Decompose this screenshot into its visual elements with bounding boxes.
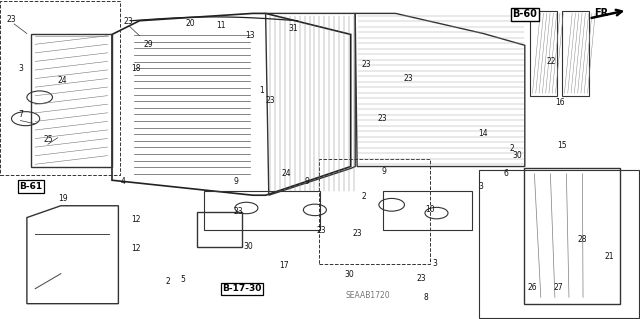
Text: 9: 9 <box>233 177 238 186</box>
Text: 27: 27 <box>553 283 563 292</box>
Text: 9: 9 <box>381 167 387 176</box>
Text: 9: 9 <box>305 177 310 186</box>
Text: 3: 3 <box>479 182 484 191</box>
Text: 2: 2 <box>509 144 515 153</box>
Text: 23: 23 <box>361 60 371 69</box>
Bar <box>0 1 120 175</box>
Text: 3: 3 <box>433 259 438 268</box>
Text: 4: 4 <box>120 177 125 186</box>
Text: 18: 18 <box>131 64 140 73</box>
Text: 25: 25 <box>43 135 53 144</box>
Text: 22: 22 <box>547 57 556 66</box>
Text: 6: 6 <box>503 169 508 178</box>
Text: B-61: B-61 <box>19 182 42 191</box>
Text: 29: 29 <box>143 40 154 48</box>
Text: 15: 15 <box>557 141 567 150</box>
Text: 19: 19 <box>58 194 68 203</box>
Text: 2: 2 <box>361 192 366 201</box>
Text: 17: 17 <box>278 261 289 270</box>
Text: 13: 13 <box>244 31 255 40</box>
Text: 7: 7 <box>18 110 23 119</box>
Text: 12: 12 <box>132 244 141 253</box>
Text: 23: 23 <box>265 96 275 105</box>
Text: 24: 24 <box>58 76 68 85</box>
Text: 23: 23 <box>378 114 388 123</box>
Text: 30: 30 <box>512 151 522 160</box>
Text: 24: 24 <box>282 169 292 178</box>
Text: 2: 2 <box>165 277 170 286</box>
Text: 23: 23 <box>416 274 426 283</box>
Text: 31: 31 <box>288 24 298 33</box>
Text: 8: 8 <box>423 293 428 302</box>
Text: 23: 23 <box>123 17 133 26</box>
Text: FR: FR <box>595 8 609 18</box>
Text: SEAAB1720: SEAAB1720 <box>346 291 390 300</box>
Text: 11: 11 <box>216 21 225 30</box>
Bar <box>479 170 639 318</box>
Text: B-60: B-60 <box>513 9 537 19</box>
Text: B-17-30: B-17-30 <box>222 284 262 293</box>
Text: 5: 5 <box>180 275 185 284</box>
Text: 30: 30 <box>344 271 354 279</box>
Text: 21: 21 <box>605 252 614 261</box>
Text: 12: 12 <box>132 215 141 224</box>
Text: 23: 23 <box>352 229 362 238</box>
Text: 30: 30 <box>243 242 253 251</box>
Text: 23: 23 <box>403 74 413 83</box>
Text: 23: 23 <box>233 207 243 216</box>
Bar <box>319 159 430 264</box>
Text: 28: 28 <box>578 235 587 244</box>
Text: 16: 16 <box>555 98 565 107</box>
Text: 3: 3 <box>19 64 24 73</box>
Text: 14: 14 <box>478 129 488 138</box>
Text: 20: 20 <box>186 19 196 28</box>
Text: 26: 26 <box>527 283 538 292</box>
Text: 1: 1 <box>259 86 264 95</box>
Text: 10: 10 <box>425 205 435 214</box>
Text: 23: 23 <box>6 15 17 24</box>
Text: 23: 23 <box>316 226 326 235</box>
